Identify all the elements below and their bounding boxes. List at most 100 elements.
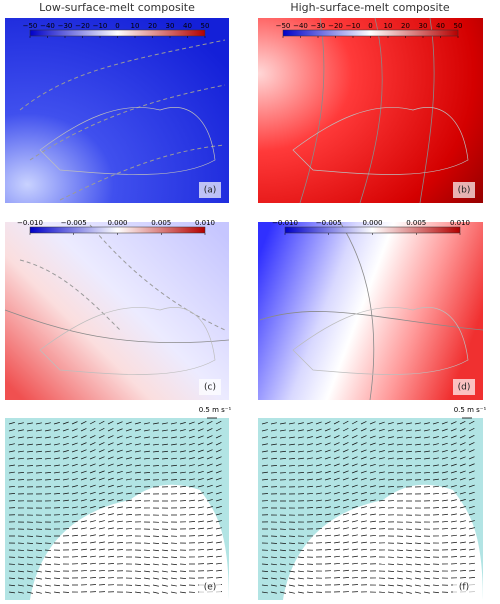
wind-vector <box>333 548 340 551</box>
wind-vector <box>161 458 169 460</box>
wind-vector <box>53 464 60 467</box>
wind-vector <box>459 420 466 425</box>
wind-vector <box>71 442 78 446</box>
wind-vector <box>360 456 367 460</box>
wind-vector <box>8 471 15 474</box>
wind-vector <box>468 541 475 544</box>
wind-vector <box>342 555 349 558</box>
wind-vector <box>432 429 439 432</box>
wind-vector <box>215 449 222 453</box>
wind-vector <box>152 542 160 544</box>
wind-vector <box>197 435 204 439</box>
wind-vector <box>116 421 123 425</box>
wind-vector <box>351 449 358 453</box>
wind-vector <box>161 584 168 587</box>
wind-vector <box>98 449 105 453</box>
wind-vector <box>315 428 322 432</box>
wind-vector <box>342 527 349 530</box>
wind-vector <box>387 584 394 587</box>
wind-vector <box>360 506 367 509</box>
wind-vector <box>360 435 367 439</box>
wind-vector <box>8 577 16 580</box>
wind-vector <box>89 491 96 495</box>
wind-vector <box>116 542 124 544</box>
wind-vector <box>107 484 114 488</box>
wind-vector <box>35 542 43 544</box>
wind-vector <box>459 527 466 530</box>
wind-vector <box>215 548 222 551</box>
wind-vector <box>44 549 52 551</box>
wind-vector <box>315 485 322 488</box>
wind-vector <box>116 506 123 509</box>
wind-vector <box>71 485 78 488</box>
wind-vector <box>270 422 277 425</box>
wind-vector <box>161 577 168 580</box>
colorbar-tick-label: −0.010 <box>272 219 298 227</box>
wind-vector <box>188 464 195 467</box>
wind-vectors <box>8 420 476 594</box>
wind-vector <box>107 534 114 537</box>
wind-vector <box>333 513 340 516</box>
wind-vector <box>297 563 304 566</box>
wind-vector <box>306 577 314 579</box>
wind-vector <box>80 499 87 502</box>
wind-vector <box>297 443 304 446</box>
map-d <box>258 222 483 400</box>
wind-vector <box>342 548 349 551</box>
wind-vector <box>396 570 403 573</box>
wind-vector <box>288 584 295 587</box>
wind-vector <box>116 499 123 502</box>
wind-vector <box>333 449 340 453</box>
panel-label-box <box>453 579 475 595</box>
panel-label: (f) <box>459 583 469 593</box>
wind-vector <box>369 449 376 453</box>
wind-vector <box>152 436 159 439</box>
wind-vector <box>432 471 439 474</box>
wind-vector <box>441 513 448 516</box>
wind-vector <box>35 422 42 425</box>
wind-vector <box>387 443 394 446</box>
wind-vector <box>324 513 331 516</box>
wind-vector <box>405 465 413 467</box>
wind-vector <box>89 562 96 565</box>
wind-vector <box>459 435 466 439</box>
wind-vector <box>179 591 186 594</box>
wind-vector <box>369 520 376 523</box>
wind-vector <box>197 520 204 523</box>
wind-vector <box>405 563 412 566</box>
wind-vector <box>125 521 133 523</box>
wind-vector <box>468 513 475 516</box>
wind-vector <box>315 471 322 474</box>
wind-vector <box>351 498 358 502</box>
wind-vector <box>107 463 114 467</box>
wind-vector <box>450 513 457 516</box>
wind-vector <box>197 428 204 432</box>
wind-vector <box>116 485 123 488</box>
wind-vector <box>134 422 141 425</box>
wind-vector <box>89 463 96 467</box>
wind-vector <box>116 471 123 474</box>
wind-vector <box>360 520 367 523</box>
wind-vector <box>378 443 385 446</box>
wind-vector <box>98 491 105 495</box>
wind-vector <box>315 421 322 425</box>
wind-vector <box>143 472 151 474</box>
wind-vector <box>107 506 114 509</box>
wind-vector <box>215 527 222 530</box>
wind-vector <box>441 520 449 523</box>
wind-vector <box>297 422 304 425</box>
wind-vector <box>206 435 213 439</box>
wind-vector <box>351 442 358 446</box>
wind-vector <box>62 485 69 488</box>
wind-vector <box>333 456 340 460</box>
wind-vector <box>53 429 60 432</box>
wind-vector <box>351 534 358 537</box>
wind-vector <box>179 584 186 587</box>
wind-vector <box>143 591 150 594</box>
wind-vector <box>387 591 394 594</box>
wind-vector <box>71 499 78 502</box>
colorbar <box>29 29 206 37</box>
wind-vector <box>62 499 69 502</box>
wind-vector <box>459 513 466 516</box>
wind-vector <box>468 520 475 523</box>
